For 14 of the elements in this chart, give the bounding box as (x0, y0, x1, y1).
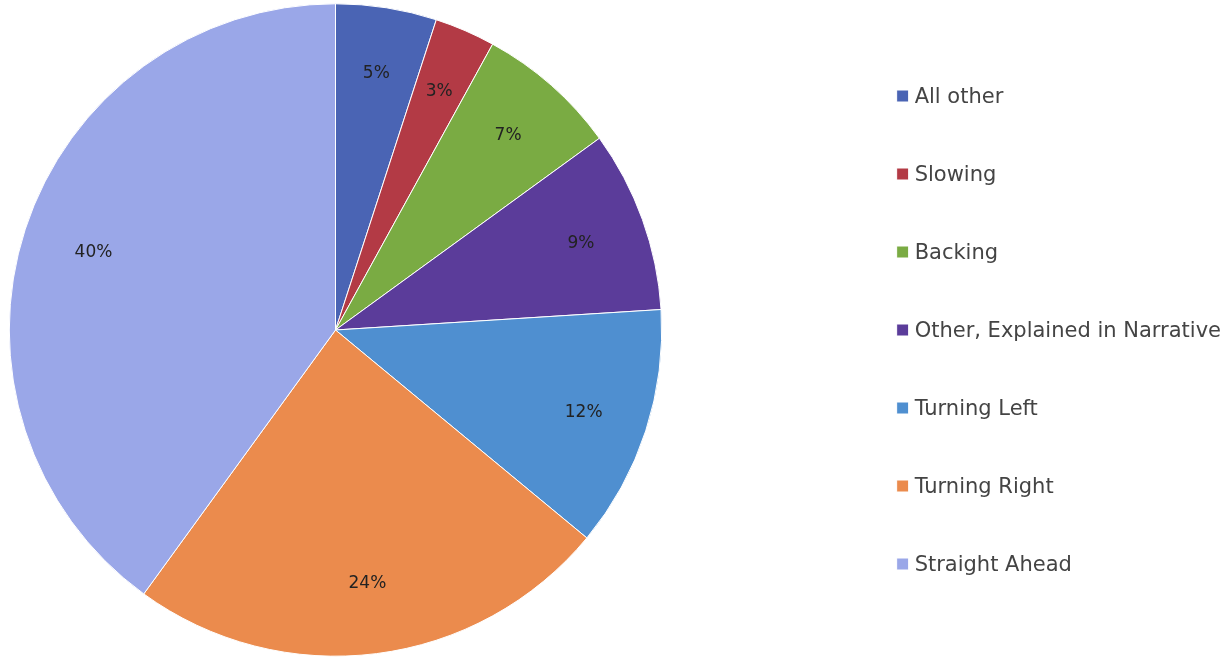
legend-label: Turning Left (914, 395, 1038, 420)
legend-label: Turning Right (914, 473, 1054, 498)
data-label: 24% (348, 572, 387, 593)
legend-label: All other (914, 83, 1004, 108)
data-label: 9% (567, 231, 595, 252)
legend-label: Other, Explained in Narrative (914, 317, 1221, 342)
legend-label: Straight Ahead (914, 551, 1072, 576)
legend-label: Backing (914, 239, 999, 264)
data-label: 40% (74, 241, 113, 262)
data-label: 3% (425, 80, 453, 101)
legend-label: Slowing (914, 161, 997, 186)
data-label: 7% (494, 124, 522, 145)
data-label: 12% (564, 400, 603, 421)
data-label: 5% (362, 62, 390, 83)
